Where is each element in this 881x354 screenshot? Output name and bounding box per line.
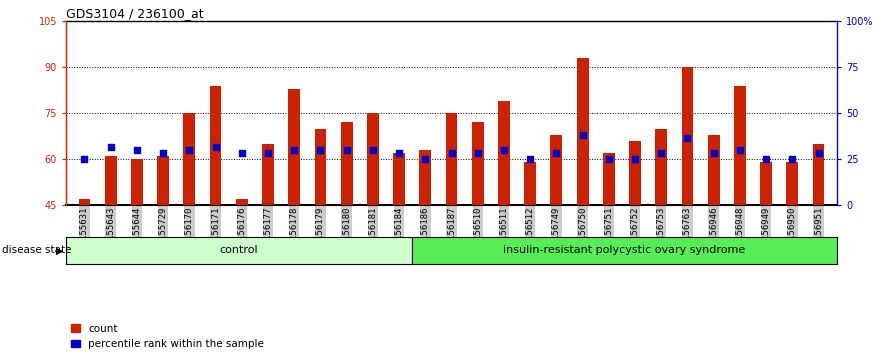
Point (497, 147, 511, 153)
Point (707, 150, 721, 156)
Point (130, 147, 144, 153)
Bar (315, 129, 326, 205)
Point (366, 147, 380, 153)
Bar (288, 89, 300, 205)
Text: ▶: ▶ (56, 245, 63, 256)
Bar (577, 58, 589, 205)
Bar (393, 153, 405, 205)
Bar (367, 113, 379, 205)
Bar (419, 150, 431, 205)
Legend: count, percentile rank within the sample: count, percentile rank within the sample (71, 324, 263, 349)
Bar (551, 135, 562, 205)
Bar (183, 113, 196, 205)
Bar (236, 199, 248, 205)
Bar (210, 86, 221, 205)
Text: GDS3104 / 236100_at: GDS3104 / 236100_at (66, 7, 204, 20)
Bar (472, 122, 484, 205)
Bar (655, 129, 667, 205)
Bar (812, 144, 825, 205)
Point (655, 150, 669, 156)
Point (733, 147, 747, 153)
Point (287, 147, 301, 153)
Point (418, 156, 433, 162)
Bar (157, 156, 169, 205)
Bar (524, 162, 536, 205)
Point (209, 144, 223, 150)
Bar (446, 113, 457, 205)
Point (261, 150, 275, 156)
Point (470, 150, 485, 156)
Point (339, 147, 353, 153)
Point (78, 156, 92, 162)
Bar (498, 101, 510, 205)
Point (785, 156, 799, 162)
Point (575, 132, 589, 138)
Point (811, 150, 825, 156)
Bar (734, 86, 746, 205)
Bar (707, 135, 720, 205)
Point (680, 135, 694, 141)
Text: insulin-resistant polycystic ovary syndrome: insulin-resistant polycystic ovary syndr… (503, 245, 745, 256)
Bar (760, 162, 772, 205)
Point (628, 156, 642, 162)
Text: control: control (220, 245, 258, 256)
Point (444, 150, 458, 156)
Point (392, 150, 406, 156)
Point (523, 156, 537, 162)
Point (104, 144, 118, 150)
Bar (682, 67, 693, 205)
Bar (262, 144, 274, 205)
Bar (787, 162, 798, 205)
Bar (131, 159, 143, 205)
Bar (78, 199, 91, 205)
Point (156, 150, 170, 156)
Point (234, 150, 248, 156)
Bar (341, 122, 352, 205)
Point (759, 156, 774, 162)
Bar (105, 156, 116, 205)
Point (550, 150, 564, 156)
Bar (629, 141, 641, 205)
Point (182, 147, 196, 153)
Text: disease state: disease state (2, 245, 71, 256)
Point (314, 147, 328, 153)
Point (602, 156, 616, 162)
Bar (603, 153, 615, 205)
